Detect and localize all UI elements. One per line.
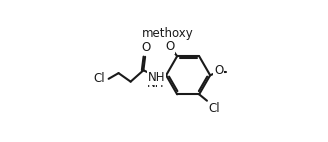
Text: O: O	[141, 41, 151, 54]
Text: O: O	[165, 40, 175, 54]
Text: Cl: Cl	[93, 72, 105, 85]
Text: NH: NH	[148, 71, 165, 84]
Text: O: O	[214, 64, 223, 77]
Text: NH: NH	[147, 77, 164, 90]
Text: Cl: Cl	[208, 102, 220, 115]
Text: methoxy: methoxy	[142, 27, 194, 40]
